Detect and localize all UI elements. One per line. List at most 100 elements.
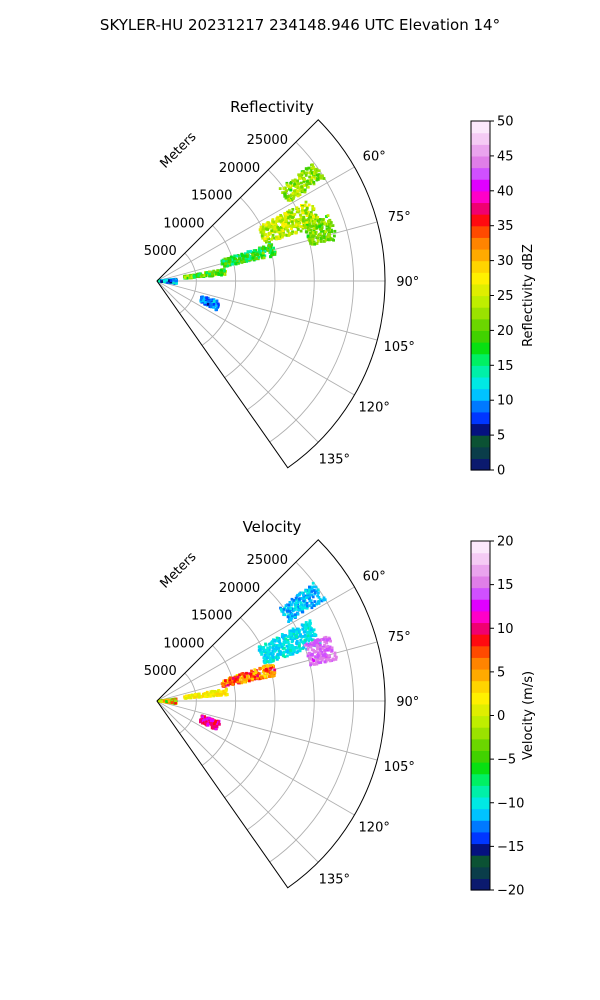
echo-gate <box>209 719 213 723</box>
echo-gate <box>294 596 298 600</box>
echo-gate <box>294 601 298 605</box>
echo-gate <box>291 222 295 226</box>
echo-gate <box>314 171 318 174</box>
echo-gate <box>289 629 293 633</box>
echo-gate <box>285 609 289 613</box>
echo-gate <box>301 635 305 638</box>
echo-gate <box>296 612 300 616</box>
echo-gate <box>314 223 317 227</box>
echo-gate <box>231 677 235 680</box>
colorbar-step <box>471 622 490 635</box>
echo-gate <box>165 700 168 703</box>
echo-gate <box>284 213 288 217</box>
colorbar-step <box>471 727 490 740</box>
echo-gate <box>310 213 313 216</box>
echo-gate <box>257 645 261 649</box>
echo-gate <box>241 254 244 258</box>
echo-gate <box>201 715 205 719</box>
echo-gate <box>291 192 295 195</box>
echo-gate <box>286 195 290 198</box>
echo-gate <box>257 672 261 675</box>
echo-gate <box>311 221 315 225</box>
echo-gate <box>317 602 321 605</box>
echo-gate <box>310 606 314 610</box>
radial-axis-label: Meters <box>158 129 200 171</box>
echo-gate <box>217 692 220 696</box>
echo-gate <box>304 225 308 229</box>
echo-gate <box>312 227 316 230</box>
echo-gate <box>316 659 320 663</box>
echo-gate <box>295 632 298 636</box>
echo-gate <box>252 672 255 676</box>
echo-gate <box>327 658 331 662</box>
azimuth-tick-label: 105° <box>384 760 415 775</box>
colorbar-tick-label: −5 <box>497 753 516 768</box>
echo-gate <box>251 674 255 677</box>
echo-gate <box>321 218 325 221</box>
echo-gate <box>290 643 293 647</box>
echo-gate <box>244 678 247 682</box>
echo-gate <box>250 675 254 679</box>
echo-gate <box>306 225 310 229</box>
colorbar-step <box>471 668 490 682</box>
echo-gate <box>308 212 312 216</box>
echo-gate <box>309 169 313 172</box>
echo-gate <box>261 251 265 255</box>
azimuth-tick-label: 90° <box>396 695 419 710</box>
colorbar-step <box>471 657 490 670</box>
echo-gate <box>311 237 315 241</box>
echo-gate <box>230 258 234 262</box>
echo-gate <box>214 272 218 275</box>
echo-gate <box>262 646 265 649</box>
echo-gate <box>216 269 220 272</box>
echo-gate <box>311 205 315 208</box>
echo-gate <box>308 171 311 175</box>
range-ring <box>269 141 354 443</box>
echo-gate <box>203 692 207 695</box>
echo-gate <box>305 171 308 175</box>
colorbar-tick-label: 35 <box>497 219 514 234</box>
echo-gate <box>325 641 329 645</box>
colorbar-step <box>471 400 490 413</box>
echo-gate <box>318 218 322 221</box>
echo-gate <box>264 648 267 652</box>
echo-gate <box>312 215 316 218</box>
echo-gate <box>211 725 215 728</box>
echo-gate <box>278 233 282 236</box>
echo-gate <box>290 211 294 214</box>
echo-gate <box>323 236 327 240</box>
echo-gate <box>279 606 282 610</box>
colorbar-step <box>471 446 490 459</box>
echo-gate <box>172 278 176 282</box>
echo-gate <box>328 233 331 236</box>
echo-gate <box>286 229 290 232</box>
echo-gate <box>293 602 297 606</box>
echo-gate <box>272 222 276 226</box>
echo-gate <box>224 689 228 693</box>
echo-gate <box>204 302 207 306</box>
echo-gate <box>301 218 305 222</box>
echo-gate <box>290 603 293 607</box>
echo-gate <box>317 234 320 238</box>
echo-gate <box>330 646 334 650</box>
echo-gate <box>286 638 290 642</box>
echo-gate <box>298 177 301 180</box>
echo-gate <box>312 628 316 632</box>
echo-gate <box>262 256 266 260</box>
echo-gate <box>309 215 312 219</box>
radial-tick-label: 20000 <box>219 161 260 176</box>
echo-gate <box>266 664 270 668</box>
echo-gate <box>287 635 290 638</box>
echo-gate <box>321 236 325 240</box>
echo-gate <box>304 209 308 212</box>
echo-gate <box>321 222 325 226</box>
echo-gate <box>225 681 229 685</box>
echo-gate <box>301 221 305 225</box>
echo-gate <box>214 303 218 306</box>
echo-gate <box>296 186 300 190</box>
echo-gate <box>265 227 268 231</box>
echo-gate <box>230 262 234 266</box>
echo-gate <box>297 593 301 597</box>
echo-gate <box>319 643 322 647</box>
echo-gate <box>290 597 294 601</box>
